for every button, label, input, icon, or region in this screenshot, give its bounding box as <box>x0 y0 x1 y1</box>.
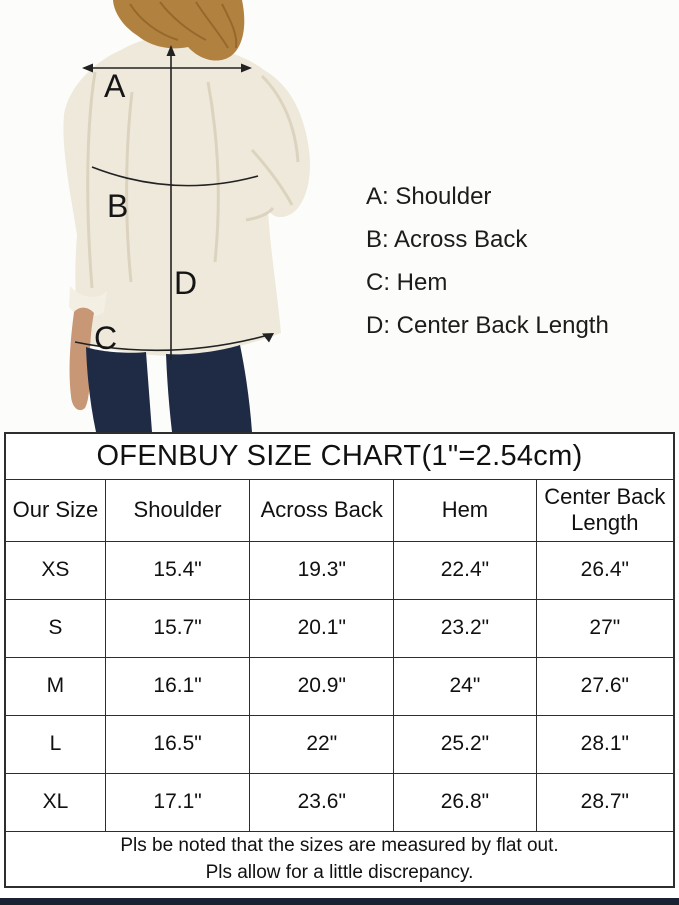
cell-center-back-length: 27.6" <box>535 656 675 716</box>
cell-center-back-length: 28.7" <box>535 772 675 832</box>
cell-across-back: 20.9" <box>249 656 395 716</box>
cell-across-back: 22" <box>249 714 395 774</box>
cell-size: L <box>4 714 106 774</box>
cell-shoulder: 15.7" <box>104 598 251 658</box>
measurement-legend: A: Shoulder B: Across Back C: Hem D: Cen… <box>366 175 666 347</box>
column-header-shoulder: Shoulder <box>104 478 251 542</box>
measurement-diagram: A B C D <box>63 0 310 432</box>
cell-hem: 25.2" <box>393 714 537 774</box>
marker-c: C <box>94 320 117 356</box>
cell-hem: 26.8" <box>393 772 537 832</box>
table-row-m: M 16.1" 20.9" 24" 27.6" <box>4 656 675 716</box>
cell-size: M <box>4 656 106 716</box>
cell-size: XS <box>4 540 106 600</box>
column-header-our-size: Our Size <box>4 478 106 542</box>
table-title-row: OFENBUY SIZE CHART(1"=2.54cm) <box>4 432 675 480</box>
table-note-row: Pls be noted that the sizes are measured… <box>4 830 675 888</box>
column-header-hem: Hem <box>393 478 537 542</box>
legend-item-hem: C: Hem <box>366 269 448 296</box>
jeans-left-leg <box>86 347 152 432</box>
table-row-xs: XS 15.4" 19.3" 22.4" 26.4" <box>4 540 675 600</box>
table-row-s: S 15.7" 20.1" 23.2" 27" <box>4 598 675 658</box>
legend-item-across-back: B: Across Back <box>366 226 528 253</box>
across-back-arc-b <box>91 166 259 187</box>
cell-across-back: 19.3" <box>249 540 395 600</box>
cell-shoulder: 17.1" <box>104 772 251 832</box>
cell-size: S <box>4 598 106 658</box>
note-cell: Pls be noted that the sizes are measured… <box>4 830 675 888</box>
jacket-silhouette <box>63 33 310 357</box>
size-chart-table: OFENBUY SIZE CHART(1"=2.54cm) Our Size S… <box>4 432 675 888</box>
cell-hem: 22.4" <box>393 540 537 600</box>
jacket-shading <box>86 71 300 289</box>
note-line-2: Pls allow for a little discrepancy. <box>205 861 474 883</box>
jeans-right-leg <box>166 345 252 432</box>
cell-across-back: 23.6" <box>249 772 395 832</box>
table-row-xl: XL 17.1" 23.6" 26.8" 28.7" <box>4 772 675 832</box>
bottom-bar <box>0 898 679 905</box>
cell-across-back: 20.1" <box>249 598 395 658</box>
marker-b: B <box>107 188 128 224</box>
shoulder-arrow-a <box>82 63 252 73</box>
column-header-center-back-length: Center Back Length <box>535 478 675 542</box>
cell-size: XL <box>4 772 106 832</box>
hair-strands <box>129 1 238 49</box>
table-title: OFENBUY SIZE CHART(1"=2.54cm) <box>4 432 675 480</box>
marker-d: D <box>174 265 197 301</box>
table-header-row: Our Size Shoulder Across Back Hem Center… <box>4 478 675 542</box>
hair <box>113 0 245 61</box>
cell-center-back-length: 28.1" <box>535 714 675 774</box>
column-header-across-back: Across Back <box>249 478 395 542</box>
cell-shoulder: 16.5" <box>104 714 251 774</box>
legend-item-shoulder: A: Shoulder <box>366 183 492 210</box>
legend-item-center-back-length: D: Center Back Length <box>366 312 609 339</box>
center-back-line-d <box>166 45 176 360</box>
left-hand <box>69 307 94 411</box>
cell-hem: 24" <box>393 656 537 716</box>
product-photo-section: A B C D A: Shoulder B: Across Back C: He… <box>0 0 679 432</box>
table-row-l: L 16.5" 22" 25.2" 28.1" <box>4 714 675 774</box>
cell-hem: 23.2" <box>393 598 537 658</box>
cell-shoulder: 16.1" <box>104 656 251 716</box>
cell-center-back-length: 27" <box>535 598 675 658</box>
marker-a: A <box>104 68 126 104</box>
cell-center-back-length: 26.4" <box>535 540 675 600</box>
note-line-1: Pls be noted that the sizes are measured… <box>120 834 559 856</box>
cell-shoulder: 15.4" <box>104 540 251 600</box>
hem-arc-c <box>74 333 274 352</box>
